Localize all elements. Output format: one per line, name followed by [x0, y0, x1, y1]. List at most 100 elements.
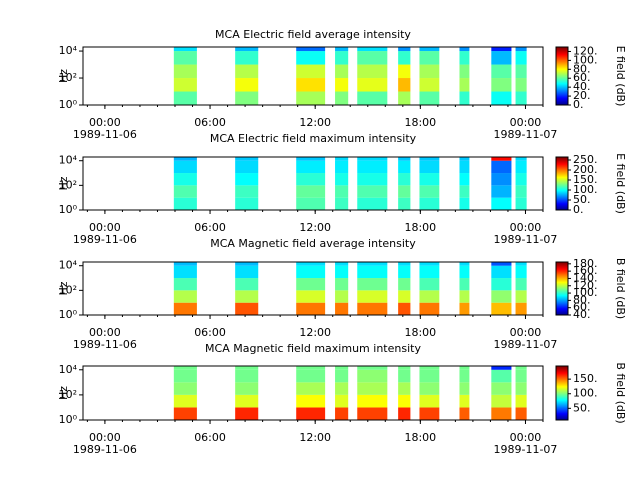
colorbar-step [556, 52, 568, 55]
colorbar-step [556, 57, 568, 60]
spectrogram-cell [515, 369, 527, 383]
colorbar-step [556, 90, 568, 92]
colorbar-step [556, 266, 568, 268]
spectrogram-cell [398, 394, 411, 408]
colorbar-step [556, 206, 568, 208]
spectrogram-cell [173, 262, 197, 266]
spectrogram-cell [459, 369, 470, 383]
colorbar-step [556, 283, 568, 285]
spectrogram-cell [515, 302, 527, 315]
spectrogram-cell [419, 160, 440, 174]
spectrogram-cell [459, 78, 470, 92]
spectrogram-cell [173, 265, 197, 279]
spectrogram-cell [296, 290, 326, 303]
spectrogram-cell [491, 382, 512, 395]
colorbar-step [556, 157, 568, 159]
colorbar-step [556, 197, 568, 200]
spectrogram-cell [491, 157, 512, 161]
x-date-label: 1989-11-07 [494, 338, 558, 351]
colorbar-step [556, 161, 568, 163]
spectrogram-cell [515, 407, 527, 420]
colorbar-step [556, 406, 568, 408]
colorbar-step [556, 278, 568, 281]
colorbar-tick-label: 40. [573, 80, 591, 93]
colorbar-step [556, 56, 568, 59]
colorbar-step [556, 89, 568, 91]
spectrogram-cell [173, 160, 197, 174]
colorbar-step [556, 412, 568, 415]
colorbar-tick-label: 120. [573, 44, 598, 57]
colorbar-tick-label: 60. [573, 71, 591, 84]
colorbar-step [556, 190, 568, 192]
colorbar-step [556, 188, 568, 191]
colorbar-step [556, 164, 568, 166]
spectrogram-cell [398, 173, 411, 186]
spectrogram-cell [515, 290, 527, 303]
spectrogram-cell [173, 185, 197, 198]
spectrogram-cell [357, 382, 388, 395]
spectrogram-cell [296, 91, 326, 105]
colorbar-step [556, 380, 568, 382]
colorbar-tick-label: 100. [573, 53, 598, 66]
colorbar-step [556, 79, 568, 82]
colorbar-step [556, 168, 568, 170]
spectrogram-cell [398, 366, 411, 370]
x-tick-label: 12:00 [299, 431, 331, 444]
colorbar-step [556, 65, 568, 67]
spectrogram-cell [357, 366, 388, 370]
panel-title: MCA Magnetic field maximum intensity [205, 342, 421, 355]
colorbar-step [556, 166, 568, 169]
colorbar-step [556, 372, 568, 374]
spectrogram-cell [515, 185, 527, 198]
colorbar-tick-label: 0. [573, 98, 584, 111]
colorbar-step [556, 177, 568, 179]
spectrogram-cell [173, 369, 197, 383]
colorbar-step [556, 162, 568, 164]
colorbar-step [556, 375, 568, 378]
spectrogram-cell [491, 302, 512, 315]
spectrogram-cell [398, 197, 411, 210]
spectrogram-cell [235, 185, 259, 198]
colorbar-step [556, 397, 568, 399]
spectrogram-cell [419, 302, 440, 315]
spectrogram-cell [335, 47, 349, 52]
spectrogram-cell [235, 91, 259, 105]
x-date-label: 1989-11-07 [494, 443, 558, 456]
colorbar-step [556, 292, 568, 294]
colorbar-step [556, 94, 568, 96]
colorbar-step [556, 301, 568, 304]
spectrogram-cell [459, 394, 470, 408]
colorbar-step [556, 175, 568, 177]
spectrogram-cell [335, 290, 349, 303]
spectrogram-cell [459, 197, 470, 210]
colorbar-step [556, 290, 568, 292]
spectrogram-cell [296, 265, 326, 279]
colorbar-tick-label: 80. [573, 62, 591, 75]
colorbar-step [556, 309, 568, 312]
spectrogram-cell [398, 369, 411, 383]
colorbar-step [556, 387, 568, 389]
colorbar-step [556, 413, 568, 416]
spectrogram-cell [398, 407, 411, 420]
spectrogram-cell [419, 265, 440, 279]
x-tick-label: 12:00 [299, 326, 331, 339]
x-tick-label: 00:00 [89, 326, 121, 339]
colorbar-step [556, 282, 568, 284]
spectrogram-cell [173, 278, 197, 291]
colorbar-step [556, 172, 568, 175]
colorbar-tick-label: 60. [573, 301, 591, 314]
spectrogram-cell [335, 394, 349, 408]
colorbar-step [556, 270, 568, 273]
colorbar-step [556, 417, 568, 419]
spectrogram-cell [335, 262, 349, 266]
spectrogram-cell [235, 64, 259, 79]
colorbar-step [556, 408, 568, 410]
spectrogram-cell [398, 382, 411, 395]
colorbar-step [556, 192, 568, 194]
x-date-label: 1989-11-07 [494, 128, 558, 141]
colorbar-step [556, 401, 568, 403]
spectrogram-cell [515, 366, 527, 370]
panel: MCA Electric field average intensity 10⁰ 1… [57, 28, 627, 141]
colorbar-step [556, 71, 568, 73]
x-tick-label: 12:00 [299, 221, 331, 234]
